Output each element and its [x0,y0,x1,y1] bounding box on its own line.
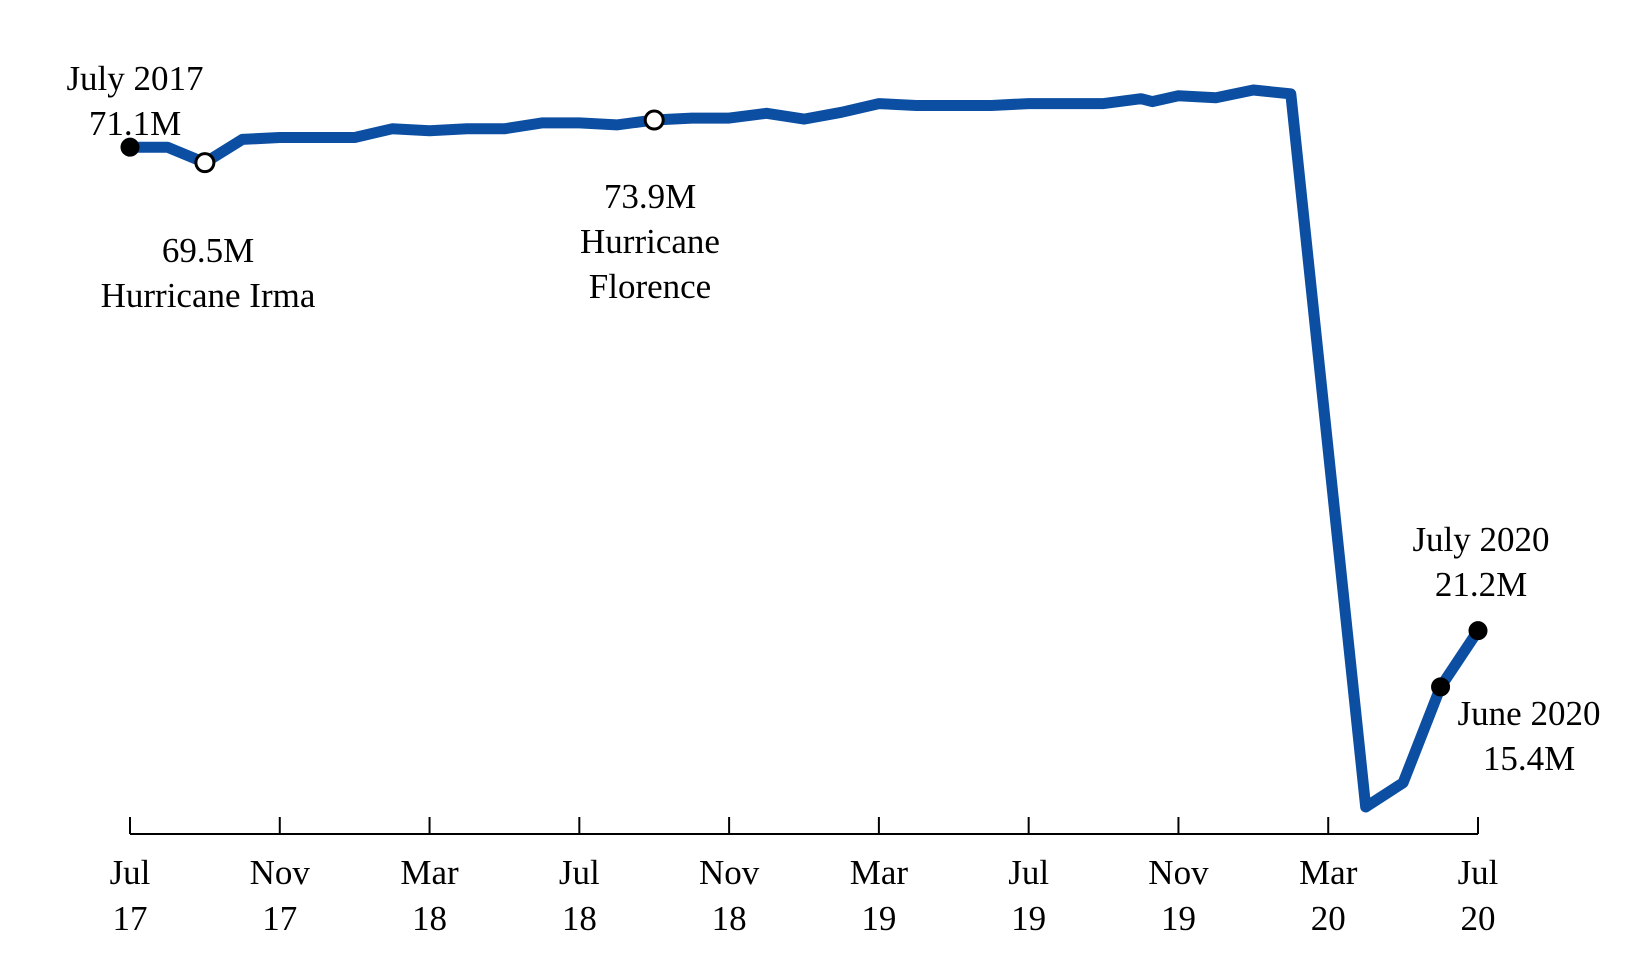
x-tick-label: Nov 18 [699,853,760,938]
annotation-label: July 2017 71.1M [66,59,203,143]
annotation-label: 69.5M Hurricane Irma [101,231,316,315]
x-tick-label: Jul 19 [1008,853,1049,938]
annotation-label: 73.9M Hurricane Florence [580,177,720,306]
x-tick-month: Nov [699,853,760,892]
x-tick-month: Mar [1299,853,1358,892]
annotation-line: 69.5M [162,231,254,270]
series-line [130,84,1483,813]
x-tick-year: 19 [1161,899,1196,938]
filled-point-marker [1468,621,1488,641]
x-tick-label: Jul 18 [559,853,600,938]
x-axis: Jul 17 Nov 17 Mar 18 Jul 18 Nov 18 Mar 19 Jul 19 Nov 19… [110,817,1499,938]
annotation-line: 15.4M [1483,739,1575,778]
annotation-label: June 2020 15.4M [1458,694,1601,778]
x-tick-month: Jul [1008,853,1049,892]
x-tick-label: Mar 18 [400,853,459,938]
series-layer [130,84,1483,813]
x-tick-year: 17 [113,899,148,938]
x-tick-year: 18 [412,899,447,938]
x-tick-month: Jul [559,853,600,892]
x-tick-year: 20 [1461,899,1496,938]
filled-point-marker [120,137,140,157]
annotation-line: Hurricane Irma [101,276,316,315]
x-tick-year: 17 [262,899,297,938]
open-point-marker [194,152,216,174]
x-tick-month: Mar [400,853,459,892]
x-tick-label: Mar 20 [1299,853,1358,938]
x-tick-year: 18 [562,899,597,938]
annotation-line: 21.2M [1435,565,1527,604]
x-tick-year: 19 [861,899,896,938]
annotation-markers [120,109,1488,697]
x-tick-month: Jul [110,853,151,892]
annotation-labels: July 2017 71.1M 69.5M Hurricane Irma 73.9M Hu… [66,59,1600,778]
x-tick-month: Mar [850,853,909,892]
x-tick-label: Nov 17 [250,853,311,938]
x-tick-month: Nov [1148,853,1209,892]
x-tick-label: Jul 17 [110,853,151,938]
filled-point-marker [1431,677,1451,697]
x-tick-year: 20 [1311,899,1346,938]
x-tick-year: 18 [712,899,747,938]
annotation-line: 73.9M [604,177,696,216]
x-tick-label: Mar 19 [850,853,909,938]
x-tick-year: 19 [1011,899,1046,938]
x-tick-label: Nov 19 [1148,853,1209,938]
x-tick-month: Jul [1458,853,1499,892]
annotation-line: June 2020 [1458,694,1601,733]
annotation-line: Hurricane [580,222,720,261]
annotation-line: 71.1M [89,104,181,143]
annotation-line: Florence [589,267,711,306]
x-tick-month: Nov [250,853,311,892]
annotation-line: July 2020 [1412,520,1549,559]
annotation-line: July 2017 [66,59,203,98]
annotation-label: July 2020 21.2M [1412,520,1549,604]
x-tick-label: Jul 20 [1458,853,1499,938]
open-point-marker [643,109,665,131]
